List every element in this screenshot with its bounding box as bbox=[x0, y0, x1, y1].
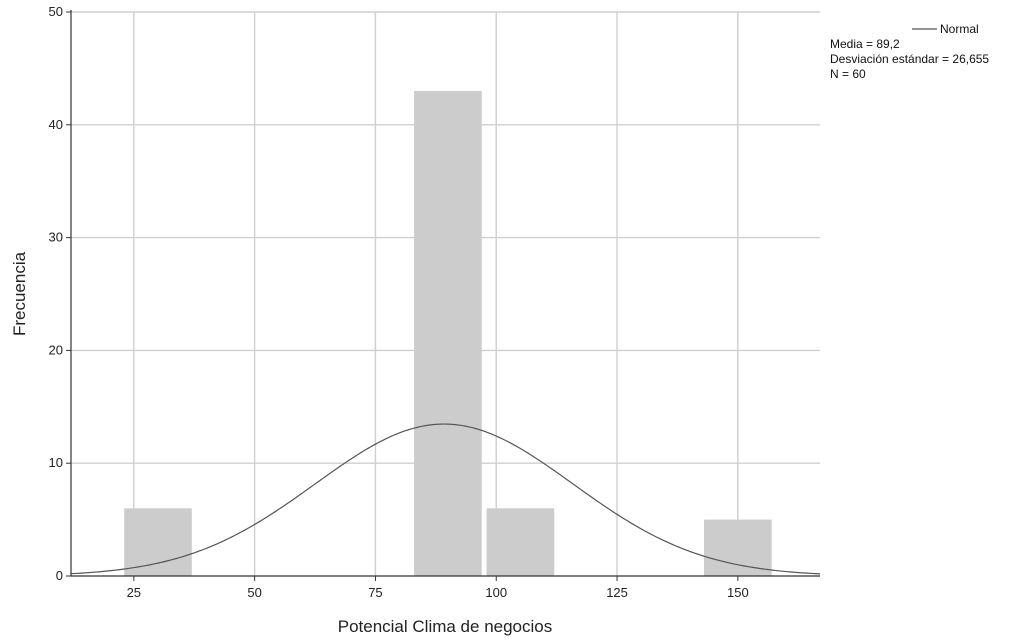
x-tick-label: 125 bbox=[606, 585, 628, 600]
x-axis-title: Potencial Clima de negocios bbox=[338, 617, 553, 636]
legend: Normal Media = 89,2 Desviación estándar … bbox=[830, 22, 989, 81]
x-tick-label: 50 bbox=[247, 585, 261, 600]
x-tick-label: 100 bbox=[485, 585, 507, 600]
histogram-bar bbox=[124, 508, 192, 576]
x-tick-label: 25 bbox=[127, 585, 141, 600]
y-tick-label: 20 bbox=[49, 342, 63, 357]
y-axis-title: Frecuencia bbox=[10, 251, 29, 336]
x-tick-label: 150 bbox=[727, 585, 749, 600]
y-tick-label: 10 bbox=[49, 455, 63, 470]
histogram-bar bbox=[704, 519, 772, 576]
legend-stat-n: N = 60 bbox=[830, 67, 866, 81]
y-tick-labels: 0 10 20 30 40 50 bbox=[49, 4, 63, 583]
legend-line-label: Normal bbox=[940, 22, 979, 36]
legend-stat-sd: Desviación estándar = 26,655 bbox=[830, 52, 989, 66]
x-tick-labels: 25 50 75 100 125 150 bbox=[127, 585, 749, 600]
legend-stat-mean: Media = 89,2 bbox=[830, 37, 900, 51]
y-tick-label: 0 bbox=[56, 568, 63, 583]
normal-curve bbox=[70, 423, 821, 575]
axes bbox=[66, 10, 820, 581]
histogram-bars bbox=[124, 90, 772, 577]
y-tick-label: 30 bbox=[49, 230, 63, 245]
y-tick-label: 50 bbox=[49, 4, 63, 19]
histogram-bar bbox=[486, 508, 555, 576]
histogram-bar bbox=[414, 90, 482, 577]
x-tick-label: 75 bbox=[368, 585, 382, 600]
y-tick-label: 40 bbox=[49, 117, 63, 132]
